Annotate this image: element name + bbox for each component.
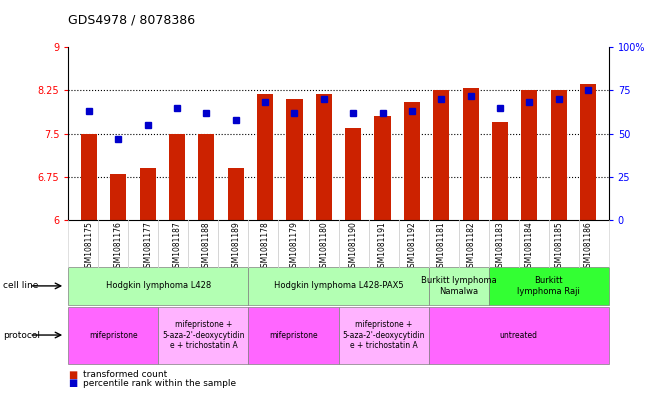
Text: Hodgkin lymphoma L428-PAX5: Hodgkin lymphoma L428-PAX5 xyxy=(273,281,404,290)
Text: percentile rank within the sample: percentile rank within the sample xyxy=(83,379,236,387)
Text: ■: ■ xyxy=(68,369,77,380)
Bar xyxy=(286,99,303,220)
Bar xyxy=(110,174,126,220)
Bar xyxy=(199,134,214,220)
Bar xyxy=(257,94,273,220)
Text: cell line: cell line xyxy=(3,281,38,290)
Text: untreated: untreated xyxy=(499,331,538,340)
Bar xyxy=(345,128,361,220)
Bar xyxy=(228,168,244,220)
Bar xyxy=(139,168,156,220)
Bar xyxy=(521,90,538,220)
Bar xyxy=(374,116,391,220)
Text: mifepristone +
5-aza-2'-deoxycytidin
e + trichostatin A: mifepristone + 5-aza-2'-deoxycytidin e +… xyxy=(162,320,245,350)
Bar xyxy=(316,94,332,220)
Bar xyxy=(169,134,185,220)
Bar xyxy=(463,88,478,220)
Bar xyxy=(551,90,567,220)
Bar xyxy=(433,90,449,220)
Text: GDS4978 / 8078386: GDS4978 / 8078386 xyxy=(68,14,195,27)
Bar xyxy=(404,102,420,220)
Text: mifepristone +
5-aza-2'-deoxycytidin
e + trichostatin A: mifepristone + 5-aza-2'-deoxycytidin e +… xyxy=(342,320,425,350)
Bar xyxy=(492,122,508,220)
Text: Burkitt
lymphoma Raji: Burkitt lymphoma Raji xyxy=(517,276,580,296)
Text: Burkitt lymphoma
Namalwa: Burkitt lymphoma Namalwa xyxy=(421,276,497,296)
Bar xyxy=(81,134,97,220)
Text: protocol: protocol xyxy=(3,331,40,340)
Text: mifepristone: mifepristone xyxy=(269,331,318,340)
Text: mifepristone: mifepristone xyxy=(89,331,138,340)
Text: transformed count: transformed count xyxy=(83,370,167,379)
Text: ■: ■ xyxy=(68,378,77,388)
Bar xyxy=(580,84,596,220)
Text: Hodgkin lymphoma L428: Hodgkin lymphoma L428 xyxy=(105,281,211,290)
